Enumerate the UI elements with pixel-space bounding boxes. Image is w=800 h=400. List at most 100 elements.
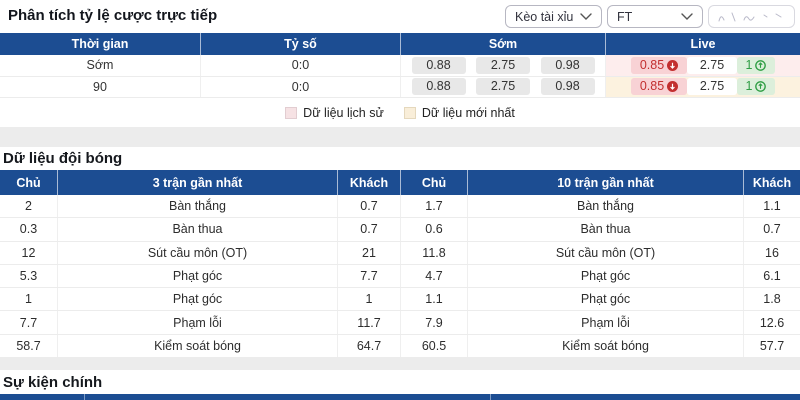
away-value: 1 — [337, 288, 400, 311]
section-divider — [0, 358, 800, 371]
table-row: 0.3 Bàn thua 0.7 0.6 Bàn thua 0.7 — [0, 218, 800, 242]
odds-up-icon — [755, 59, 767, 71]
home-value: 5.3 — [19, 269, 38, 284]
away-value: 7.7 — [337, 264, 400, 288]
score-cell: 0:0 — [200, 55, 400, 76]
table-row: 58.7 Kiểm soát bóng 64.7 60.5 Kiểm soát … — [0, 334, 800, 359]
home-value: 2 — [25, 199, 32, 214]
score-cell: 0:0 — [200, 76, 400, 97]
top-bar: Phân tích tỷ lệ cược trực tiếp Kèo tài x… — [0, 0, 800, 33]
stat-label: Bàn thua — [57, 218, 337, 241]
col-header-early: Sớm — [400, 33, 605, 55]
stat-label: Phạm lỗi — [467, 311, 743, 334]
table-row: 12 Sút cầu môn (OT) 21 11.8 Sút cầu môn … — [0, 241, 800, 265]
away-value: 21 — [337, 241, 400, 264]
watermark-scribble — [716, 10, 788, 24]
col-header-away: Khách — [743, 170, 800, 195]
stat-label: Phạt góc — [57, 288, 337, 311]
home-value: 60.5 — [400, 334, 467, 358]
home-value: 12 — [21, 245, 36, 260]
home-value: 4.7 — [400, 264, 467, 288]
live-odds-cell-latest: 0.85 2.75 1 — [605, 76, 800, 97]
stat-label: Sút cầu môn (OT) — [57, 241, 337, 264]
odds-pill-down: 0.85 — [631, 56, 687, 74]
odds-table-header: Thời gian Tỷ số Sớm Live — [0, 33, 800, 55]
home-value: 1.1 — [400, 288, 467, 311]
odds-row-90: 90 0:0 0.88 2.75 0.98 0.85 2.75 1 — [0, 76, 800, 98]
table-row: 2 Bàn thắng 0.7 1.7 Bàn thắng 1.1 — [0, 195, 800, 219]
col-header-time: Thời gian — [71, 37, 129, 51]
team-stats-header: Chủ 3 trận gần nhất Khách Chủ 10 trận gầ… — [0, 170, 800, 195]
stat-label: Phạt góc — [467, 264, 743, 288]
market-select[interactable]: Kèo tài xỉu — [505, 5, 602, 28]
odds-pill: 0.98 — [540, 78, 595, 96]
table-row: 1 Phạt góc 1 1.1 Phạt góc 1.8 — [0, 288, 800, 312]
away-value: 57.7 — [743, 334, 800, 358]
col-header-home: Chủ — [16, 175, 41, 190]
odds-pill: 0.88 — [411, 78, 466, 96]
time-cell: Sớm — [86, 58, 114, 73]
stat-label: Phạm lỗi — [57, 311, 337, 334]
home-value: 0.3 — [19, 222, 38, 237]
away-value: 1.8 — [743, 288, 800, 311]
odds-pill: 2.75 — [687, 78, 737, 96]
away-value: 64.7 — [337, 334, 400, 358]
legend-item-history: Dữ liệu lịch sử — [285, 106, 384, 120]
odds-pill-down: 0.85 — [631, 78, 687, 96]
home-value: 1.7 — [400, 195, 467, 218]
period-select-value: FT — [617, 9, 633, 24]
odds-down-icon — [667, 59, 679, 71]
away-value: 11.7 — [337, 311, 400, 334]
home-value: 58.7 — [16, 338, 41, 353]
stat-label: Sút cầu môn (OT) — [467, 241, 743, 264]
odds-down-icon — [667, 81, 679, 93]
odds-up-icon — [755, 81, 767, 93]
early-odds-cell: 0.88 2.75 0.98 — [400, 76, 605, 97]
legend-item-latest: Dữ liệu mới nhất — [403, 106, 515, 120]
section-divider — [0, 127, 800, 147]
odds-row-early: Sớm 0:0 0.88 2.75 0.98 0.85 2.75 1 — [0, 55, 800, 77]
odds-pill: 0.88 — [411, 56, 466, 74]
history-color-swatch — [285, 106, 298, 119]
away-value: 16 — [743, 241, 800, 264]
stat-label: Phạt góc — [57, 264, 337, 288]
odds-pill-up: 1 — [737, 56, 775, 74]
market-select-value: Kèo tài xỉu — [515, 9, 574, 24]
watermark-box — [708, 5, 795, 28]
early-odds-cell: 0.88 2.75 0.98 — [400, 55, 605, 76]
home-value: 11.8 — [400, 241, 467, 264]
stat-label: Kiểm soát bóng — [467, 334, 743, 358]
period-select[interactable]: FT — [607, 5, 703, 28]
col-header-last3: 3 trận gần nhất — [57, 170, 337, 195]
stat-label: Bàn thua — [467, 218, 743, 241]
events-header-cell — [84, 394, 490, 400]
home-value: 0.6 — [400, 218, 467, 241]
col-header-last10: 10 trận gần nhất — [467, 170, 743, 195]
stat-label: Bàn thắng — [467, 195, 743, 218]
stat-label: Kiểm soát bóng — [57, 334, 337, 358]
odds-pill-up: 1 — [737, 78, 775, 96]
away-value: 12.6 — [743, 311, 800, 334]
away-value: 0.7 — [337, 195, 400, 218]
time-cell: 90 — [93, 79, 107, 94]
events-header-cell — [490, 394, 800, 400]
key-events-title: Sự kiện chính — [0, 370, 800, 395]
page-title: Phân tích tỷ lệ cược trực tiếp — [8, 7, 218, 24]
home-value: 7.9 — [400, 311, 467, 334]
col-header-score: Tỷ số — [200, 33, 400, 55]
legend: Dữ liệu lịch sử Dữ liệu mới nhất — [0, 98, 800, 127]
odds-pill: 2.75 — [687, 56, 737, 74]
chevron-down-icon — [580, 13, 592, 20]
col-header-live: Live — [605, 33, 800, 55]
away-value: 6.1 — [743, 264, 800, 288]
table-row: 5.3 Phạt góc 7.7 4.7 Phạt góc 6.1 — [0, 264, 800, 289]
team-stats-title: Dữ liệu đội bóng — [0, 147, 800, 170]
away-value: 0.7 — [743, 218, 800, 241]
home-value: 7.7 — [19, 315, 38, 330]
latest-color-swatch — [403, 106, 416, 119]
chevron-down-icon — [681, 13, 693, 20]
away-value: 0.7 — [337, 218, 400, 241]
col-header-home: Chủ — [400, 170, 467, 195]
legend-history-label: Dữ liệu lịch sử — [303, 105, 384, 120]
stat-label: Bàn thắng — [57, 195, 337, 218]
